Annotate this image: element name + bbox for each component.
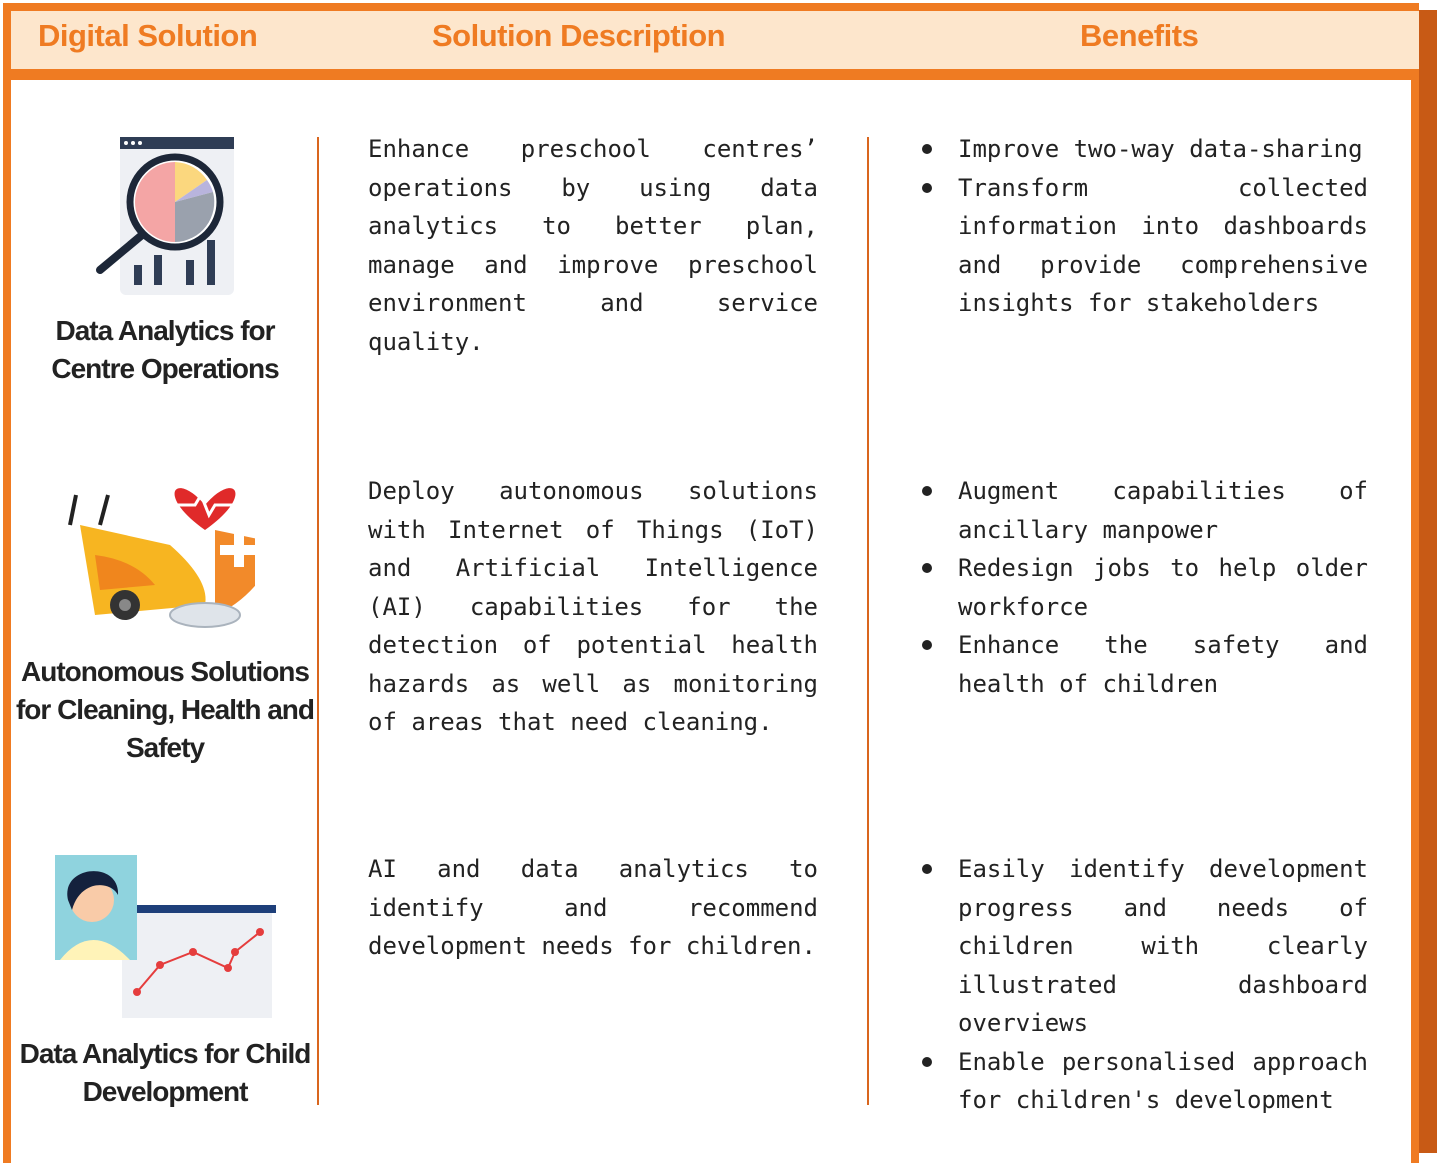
analytics-icon [96, 137, 234, 295]
solution-description: AI and data analytics to identify and re… [368, 855, 818, 960]
solution-name: Data Analytics for Child Development [19, 1038, 312, 1107]
header-rule [11, 69, 1419, 80]
solution-name: Autonomous Solutions for Cleaning, Healt… [15, 656, 315, 763]
benefit-list: Improve two-way data-sharing Transform co… [918, 130, 1368, 323]
child-chart-icon [55, 855, 276, 1018]
benefit-item: Augment capabilities of ancillary manpow… [918, 472, 1368, 549]
solution-description: Deploy autonomous solutions with Interne… [368, 477, 818, 736]
column-divider [867, 137, 869, 1105]
robot-icon [68, 488, 255, 628]
benefit-item: Transform collected information into das… [918, 169, 1368, 323]
benefit-item: Easily identify development progress and… [918, 850, 1368, 1043]
header-band [11, 11, 1419, 69]
header-cell: Benefits [1080, 18, 1199, 53]
solution-description: Enhance preschool centres’ operations by… [368, 135, 818, 356]
benefit-item: Redesign jobs to help older workforce [918, 549, 1368, 626]
benefit-list: Easily identify development progress and… [918, 850, 1368, 1120]
benefit-item: Enhance the safety and health of childre… [918, 626, 1368, 703]
header-cell: Digital Solution [38, 18, 258, 53]
solution-name: Data Analytics for Centre Operations [51, 315, 279, 384]
frame-shade [1419, 10, 1437, 1153]
benefit-item: Improve two-way data-sharing [918, 130, 1368, 169]
header-cell: Solution Description [432, 18, 726, 53]
frame [3, 3, 1419, 1163]
benefit-item: Enable personalised approach for childre… [918, 1043, 1368, 1120]
column-divider [317, 137, 319, 1105]
benefit-list: Augment capabilities of ancillary manpow… [918, 472, 1368, 703]
